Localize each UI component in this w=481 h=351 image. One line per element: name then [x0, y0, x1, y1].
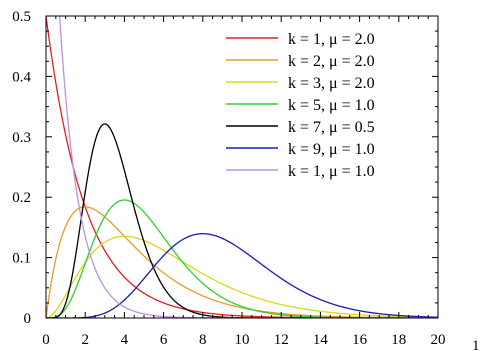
x-tick-label: 10 [235, 332, 250, 348]
x-tick-label: 14 [313, 332, 329, 348]
x-tick-label: 6 [160, 332, 168, 348]
x-tick-label: 18 [391, 332, 406, 348]
y-tick-labels: 0 0.1 0.2 0.3 0.4 0.5 [12, 9, 31, 327]
legend-label: k = 7, μ = 0.5 [288, 119, 375, 136]
legend-label: k = 3, μ = 2.0 [288, 75, 375, 92]
y-tick-label: 0.1 [12, 251, 31, 267]
y-tick-label: 0.3 [12, 130, 31, 146]
series-line-6 [46, 233, 438, 318]
legend-item: k = 1, μ = 1.0 [226, 163, 375, 180]
x-tick-label: 4 [121, 332, 129, 348]
y-tick-label: 0 [24, 311, 32, 327]
x-tick-labels: 0 2 4 6 8 10 12 14 16 18 20 [42, 332, 445, 348]
plot-frame [45, 15, 439, 319]
legend: k = 1, μ = 2.0 k = 2, μ = 2.0 k = 3, μ = 2… [226, 31, 375, 180]
axis-ticks [45, 15, 439, 319]
x-axis-cutoff-label: 1 [472, 338, 480, 351]
series-line-1 [46, 16, 438, 318]
legend-item: k = 5, μ = 1.0 [226, 97, 375, 114]
x-tick-label: 20 [431, 332, 446, 348]
series-line-2 [46, 206, 438, 318]
y-tick-label: 0.4 [12, 69, 31, 85]
x-tick-label: 0 [42, 332, 50, 348]
legend-label: k = 9, μ = 1.0 [288, 141, 375, 158]
x-tick-label: 12 [274, 332, 289, 348]
x-tick-label: 2 [81, 332, 89, 348]
series-curves [46, 16, 438, 318]
legend-label: k = 2, μ = 2.0 [288, 53, 375, 70]
legend-item: k = 2, μ = 2.0 [226, 53, 375, 70]
legend-label: k = 5, μ = 1.0 [288, 97, 375, 114]
x-tick-label: 8 [199, 332, 207, 348]
legend-item: k = 1, μ = 2.0 [226, 31, 375, 48]
legend-label: k = 1, μ = 1.0 [288, 163, 375, 180]
legend-item: k = 3, μ = 2.0 [226, 75, 375, 92]
series-line-4 [46, 199, 438, 318]
legend-label: k = 1, μ = 2.0 [288, 31, 375, 48]
series-line-7 [58, 16, 438, 318]
x-tick-label: 16 [352, 332, 368, 348]
y-tick-label: 0.2 [12, 190, 31, 206]
legend-item: k = 7, μ = 0.5 [226, 119, 375, 136]
series-line-3 [46, 235, 438, 318]
y-tick-label: 0.5 [12, 9, 31, 25]
legend-item: k = 9, μ = 1.0 [226, 141, 375, 158]
